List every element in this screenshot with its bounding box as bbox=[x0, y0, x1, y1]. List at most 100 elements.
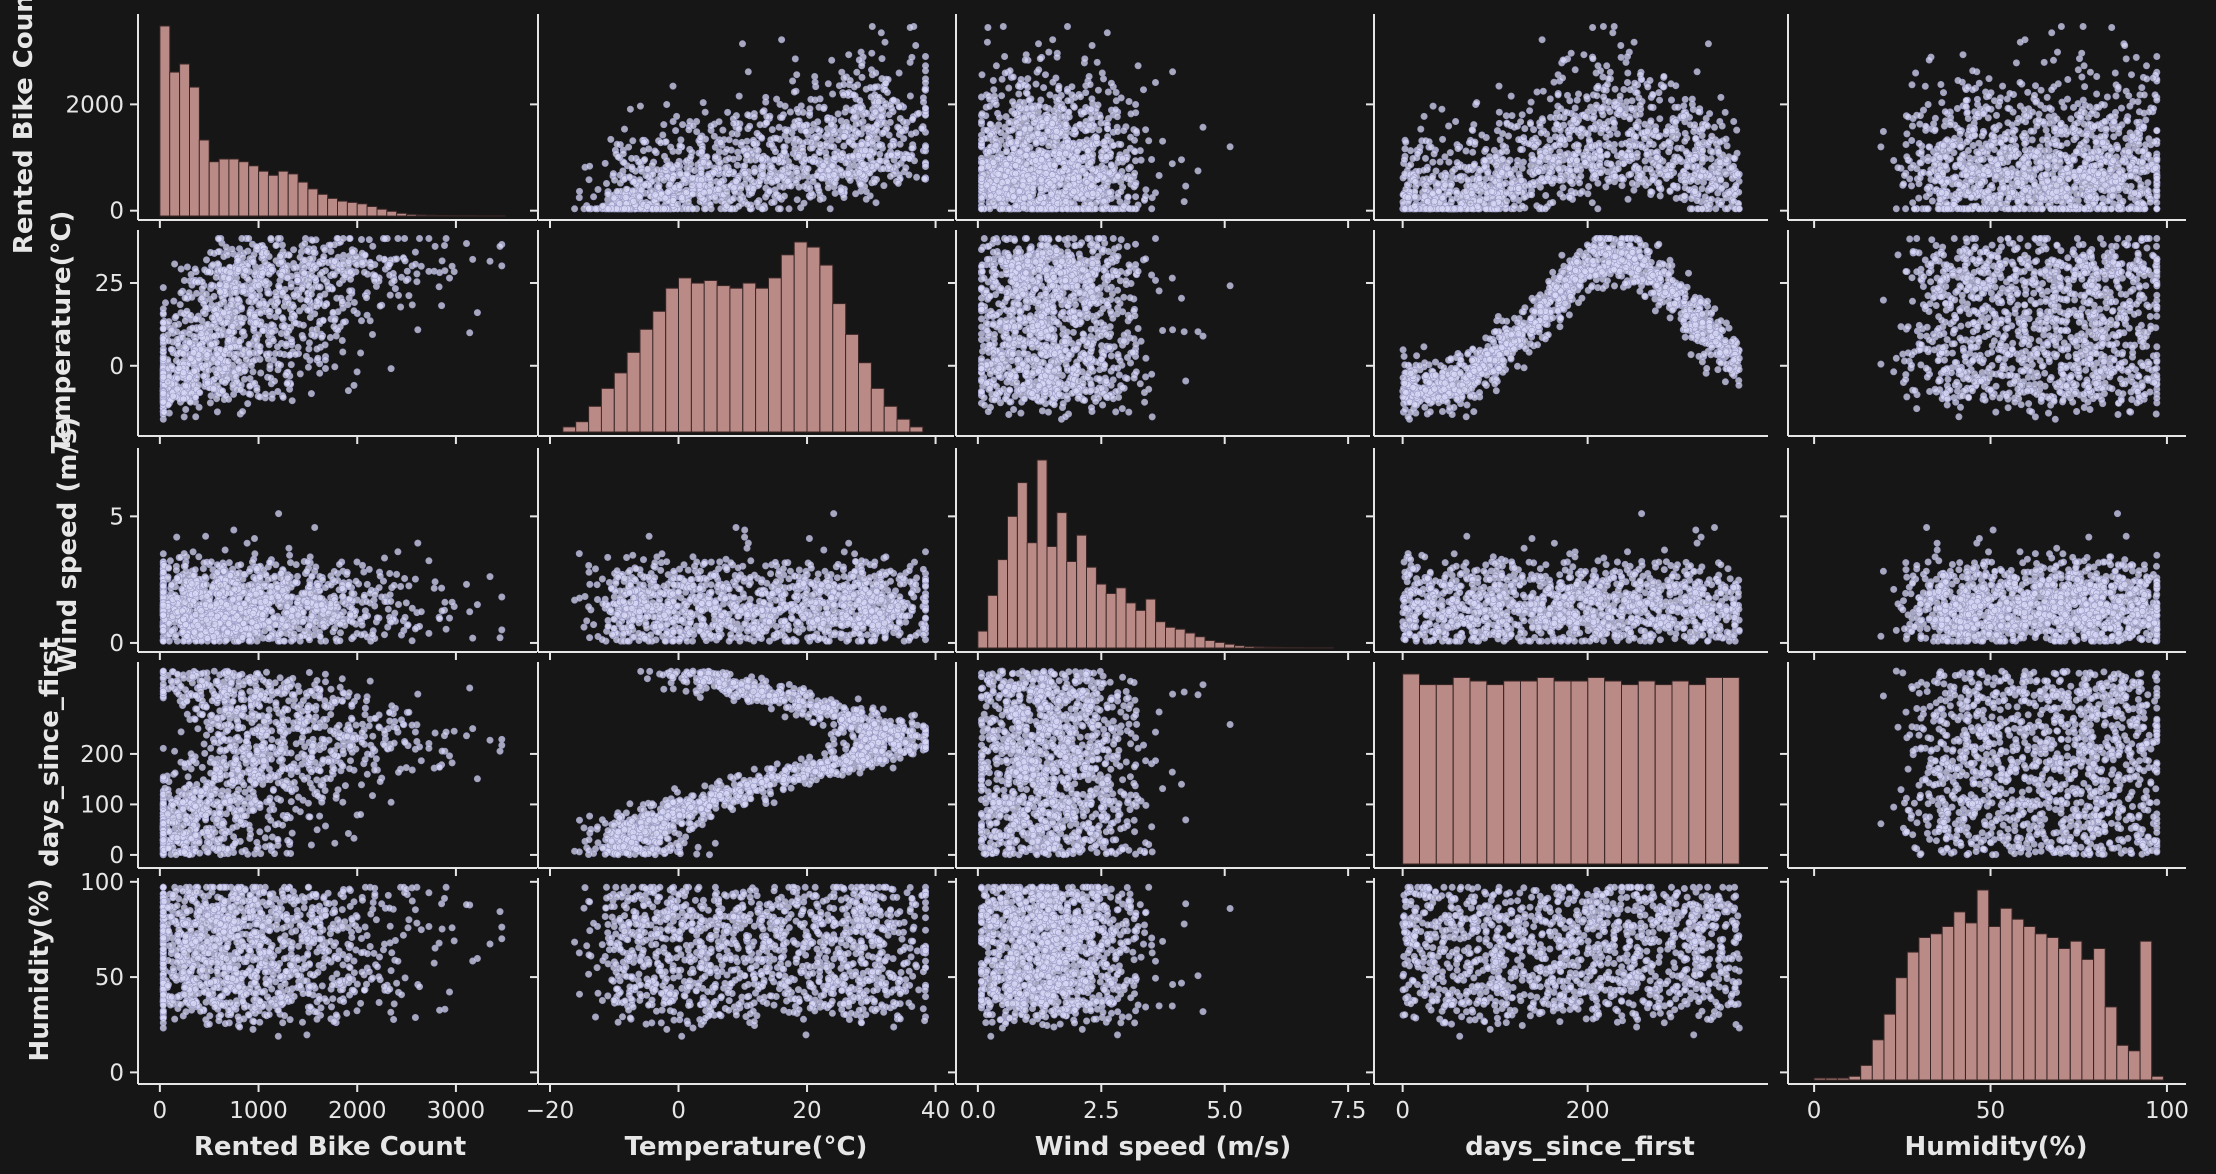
scatter-point bbox=[1538, 174, 1546, 182]
scatter-point bbox=[1621, 110, 1629, 118]
scatter-point bbox=[2131, 189, 2139, 197]
scatter-point bbox=[1508, 179, 1516, 187]
scatter-point bbox=[1603, 151, 1611, 159]
scatter-point bbox=[2037, 86, 2045, 94]
scatter-point bbox=[1097, 119, 1105, 127]
scatter-point bbox=[728, 130, 736, 138]
scatter-point bbox=[921, 175, 929, 183]
scatter-point bbox=[1606, 68, 1614, 76]
scatter-point bbox=[1597, 129, 1605, 137]
scatter-point bbox=[868, 49, 876, 57]
scatter-point bbox=[2142, 141, 2150, 149]
scatter-point bbox=[813, 134, 821, 142]
scatter-point bbox=[2086, 68, 2094, 76]
scatter-point bbox=[1688, 205, 1696, 213]
scatter-point bbox=[1706, 200, 1714, 208]
scatter-point bbox=[1104, 88, 1112, 96]
scatter-point bbox=[1036, 55, 1044, 63]
scatter-point bbox=[1016, 130, 1024, 138]
scatter-point bbox=[1551, 133, 1559, 141]
scatter-point bbox=[1588, 199, 1596, 207]
scatter-point bbox=[1519, 158, 1527, 166]
scatter-point bbox=[1420, 112, 1428, 120]
scatter-point bbox=[1490, 200, 1498, 208]
histogram-bar bbox=[406, 213, 418, 217]
scatter-point bbox=[1422, 154, 1430, 162]
scatter-point bbox=[1589, 55, 1597, 63]
scatter-point bbox=[1686, 121, 1694, 129]
scatter-point bbox=[1627, 170, 1635, 178]
scatter-point bbox=[1103, 202, 1111, 210]
scatter-point bbox=[1015, 90, 1023, 98]
scatter-point bbox=[1730, 118, 1738, 126]
scatter-point bbox=[813, 182, 821, 190]
scatter-point bbox=[828, 136, 836, 144]
scatter-point bbox=[1718, 184, 1726, 192]
scatter-point bbox=[1542, 192, 1550, 200]
scatter-point bbox=[826, 205, 834, 213]
scatter-point bbox=[1627, 104, 1635, 112]
scatter-point bbox=[1014, 82, 1022, 90]
scatter-point bbox=[985, 148, 993, 156]
scatter-point bbox=[1084, 147, 1092, 155]
scatter-point bbox=[1496, 136, 1504, 144]
scatter-point bbox=[978, 110, 986, 118]
scatter-point bbox=[735, 92, 743, 100]
scatter-point bbox=[871, 108, 879, 116]
scatter-point bbox=[1430, 150, 1438, 158]
scatter-point bbox=[1635, 164, 1643, 172]
scatter-point bbox=[1042, 170, 1050, 178]
scatter-point bbox=[909, 115, 917, 123]
scatter-point bbox=[870, 178, 878, 186]
scatter-point bbox=[1438, 172, 1446, 180]
scatter-point bbox=[1646, 77, 1654, 85]
scatter-point bbox=[677, 136, 685, 144]
scatter-point bbox=[855, 56, 863, 64]
scatter-point bbox=[2143, 75, 2151, 83]
scatter-point bbox=[1060, 105, 1068, 113]
scatter-point bbox=[1624, 52, 1632, 60]
scatter-point bbox=[675, 147, 683, 155]
scatter-point bbox=[829, 90, 837, 98]
scatter-point bbox=[767, 136, 775, 144]
scatter-point bbox=[768, 163, 776, 171]
scatter-point bbox=[1528, 191, 1536, 199]
scatter-point bbox=[693, 128, 701, 136]
scatter-point bbox=[747, 176, 755, 184]
scatter-point bbox=[688, 182, 696, 190]
scatter-point bbox=[1591, 141, 1599, 149]
scatter-point bbox=[989, 77, 997, 85]
scatter-point bbox=[987, 192, 995, 200]
scatter-point bbox=[613, 140, 621, 148]
scatter-point bbox=[716, 179, 724, 187]
scatter-point bbox=[1610, 146, 1618, 154]
scatter-point bbox=[1585, 183, 1593, 191]
scatter-point bbox=[840, 74, 848, 82]
scatter-point bbox=[1044, 127, 1052, 135]
scatter-point bbox=[1454, 145, 1462, 153]
scatter-point bbox=[998, 205, 1006, 213]
scatter-point bbox=[1453, 159, 1461, 167]
scatter-point bbox=[1503, 189, 1511, 197]
scatter-point bbox=[1429, 102, 1437, 110]
scatter-point bbox=[889, 96, 897, 104]
scatter-point bbox=[807, 139, 815, 147]
scatter-point bbox=[792, 179, 800, 187]
scatter-point bbox=[1100, 75, 1108, 83]
scatter-point bbox=[571, 205, 579, 213]
scatter-point bbox=[902, 164, 910, 172]
scatter-point bbox=[811, 78, 819, 86]
scatter-point bbox=[1081, 55, 1089, 63]
scatter-point bbox=[1012, 202, 1020, 210]
scatter-point bbox=[1132, 101, 1140, 109]
scatter-point bbox=[1132, 193, 1140, 201]
scatter-point bbox=[1580, 51, 1588, 59]
scatter-point bbox=[2027, 127, 2035, 135]
scatter-point bbox=[1698, 155, 1706, 163]
scatter-point bbox=[802, 128, 810, 136]
scatter-point bbox=[1618, 149, 1626, 157]
scatter-point bbox=[1688, 95, 1696, 103]
scatter-point bbox=[827, 120, 835, 128]
scatter-point bbox=[1008, 186, 1016, 194]
scatter-point bbox=[984, 23, 992, 31]
